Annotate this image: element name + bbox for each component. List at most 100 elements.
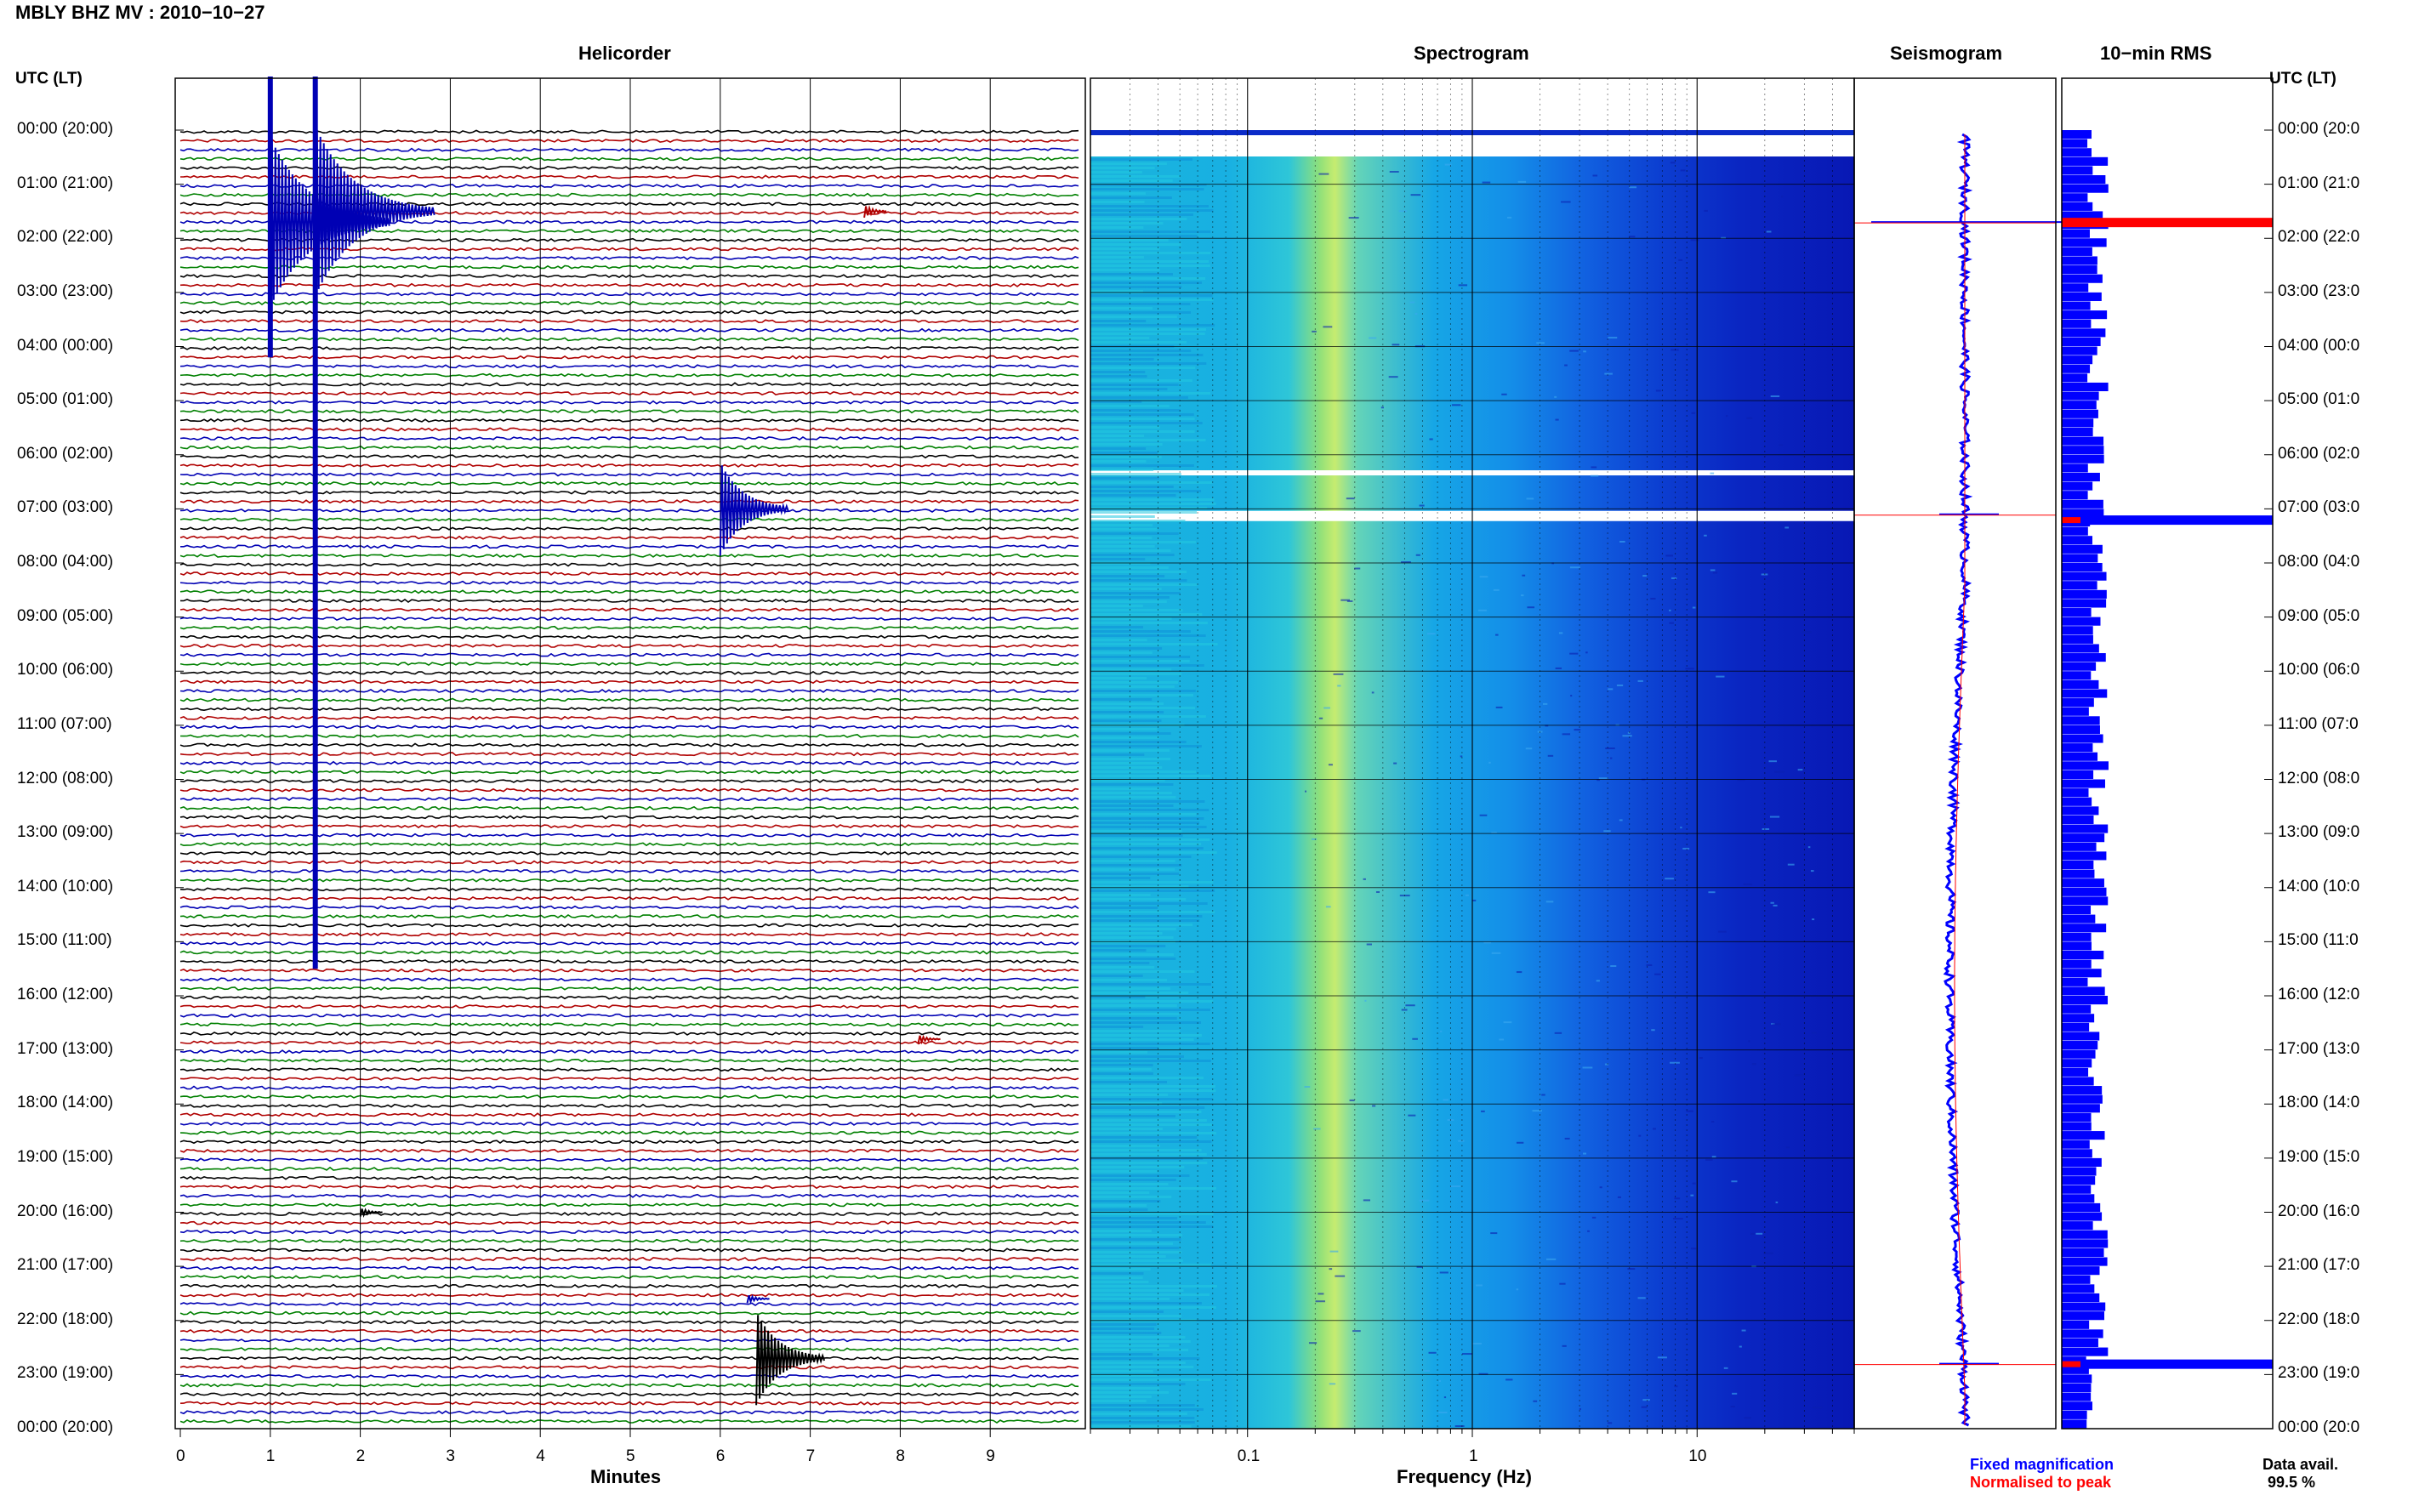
rms-bar: [2062, 815, 2094, 825]
spectrogram-speckle: [1389, 170, 1399, 173]
helicorder-trace: [179, 787, 1079, 793]
helicorder-trace: [179, 1320, 1079, 1325]
spectrogram-stripe: [1090, 600, 1167, 603]
spectrogram-speckle: [1536, 342, 1545, 344]
spectrogram-speckle: [1517, 180, 1527, 183]
spectrogram-stripe: [1090, 1344, 1170, 1347]
helicorder-trace: [179, 490, 1079, 495]
spectrogram-stripe: [1090, 273, 1173, 276]
spectrogram-stripe: [1090, 507, 1208, 509]
spectrogram-stripe: [1090, 1221, 1206, 1224]
time-tick-label: 02:00 (22:0: [2278, 228, 2360, 247]
time-tick-label: 08:00 (04:00): [17, 553, 114, 571]
helicorder-trace: [179, 436, 1079, 441]
spectrogram-stripe: [1090, 588, 1162, 590]
spectrogram-stripe: [1090, 753, 1145, 756]
spectrogram-speckle: [1610, 965, 1617, 968]
spectrogram-speckle: [1598, 777, 1608, 780]
helicorder-trace: [179, 400, 1079, 405]
rms-bar: [2062, 689, 2108, 698]
rms-plot: [2062, 130, 2273, 1429]
spectrogram-speckle: [1325, 906, 1331, 908]
helicorder-trace: [179, 1256, 1079, 1262]
rms-bar: [2062, 869, 2095, 878]
helicorder-trace: [179, 869, 1079, 874]
spectrogram-stripe: [1090, 1247, 1179, 1249]
rms-bar: [2062, 1067, 2089, 1077]
spectrogram-speckle: [1690, 239, 1699, 242]
rms-bar: [2062, 986, 2105, 996]
helicorder-trace: [179, 1356, 1079, 1361]
spectrogram-stripe: [1090, 605, 1143, 607]
spectrogram-stripe: [1090, 341, 1187, 344]
frequency-tick-label: 10: [1688, 1447, 1707, 1465]
spectrogram-stripe: [1090, 230, 1211, 233]
spectrogram-speckle: [1585, 651, 1588, 654]
seismogram-title: Seismogram: [1890, 43, 2003, 64]
helicorder-event: [917, 1034, 941, 1045]
spectrogram-speckle: [1794, 1074, 1805, 1077]
helicorder-trace: [179, 1094, 1079, 1100]
rms-bar: [2062, 887, 2107, 896]
spectrogram-stripe: [1090, 1281, 1149, 1283]
spectrogram-speckle: [1708, 891, 1716, 894]
spectrogram-speckle: [1414, 313, 1418, 315]
time-tick-label: 00:00 (20:00): [17, 1418, 114, 1436]
spectrogram-speckle: [1554, 395, 1557, 398]
rms-bar: [2062, 283, 2089, 293]
spectrogram-stripe: [1090, 167, 1155, 169]
helicorder-trace: [179, 372, 1079, 378]
time-tick-label: 08:00 (04:0: [2278, 553, 2360, 571]
time-tick-label: 12:00 (08:0: [2278, 769, 2360, 787]
spectrogram-speckle: [1781, 196, 1784, 198]
spectrogram-stripe: [1090, 409, 1181, 412]
spectrogram-speckle: [1685, 668, 1694, 670]
helicorder-trace: [179, 842, 1079, 847]
rms-bar: [2062, 481, 2093, 491]
spectrogram-stripe: [1090, 1119, 1207, 1122]
spectrogram-stripe: [1090, 1383, 1186, 1385]
spectrogram-speckle: [1569, 350, 1579, 352]
rms-bar: [2062, 1004, 2092, 1014]
spectrogram-speckle: [1429, 438, 1433, 441]
helicorder-trace: [179, 1373, 1079, 1378]
spectrogram-speckle: [1318, 717, 1323, 719]
data-avail-label: Data avail.: [2262, 1456, 2339, 1473]
helicorder-trace: [179, 670, 1079, 675]
spectrogram-stripe: [1090, 532, 1179, 535]
helicorder-trace: [179, 427, 1079, 432]
spectrogram-stripe: [1090, 1408, 1204, 1411]
rms-bar: [2062, 1022, 2090, 1032]
spectrogram-stripe: [1090, 579, 1187, 582]
time-tick-label: 14:00 (10:00): [17, 877, 114, 895]
spectrogram-stripe: [1090, 1064, 1153, 1066]
spectrogram-stripe: [1090, 1000, 1214, 1003]
spectrogram-speckle: [1392, 344, 1400, 346]
time-tick-label: 19:00 (15:0: [2278, 1147, 2360, 1166]
spectrogram-speckle: [1335, 1275, 1346, 1277]
helicorder-trace: [179, 742, 1079, 747]
spectrogram-stripe: [1090, 209, 1214, 212]
plot-frames: [174, 77, 2274, 1437]
time-tick-label: 10:00 (06:00): [17, 661, 114, 679]
time-tick-label: 03:00 (23:0: [2278, 281, 2360, 300]
spectrogram-stripe: [1090, 520, 1186, 522]
spectrogram-stripe: [1090, 855, 1192, 858]
time-tick-label: 07:00 (03:00): [17, 498, 114, 517]
spectrogram-stripe: [1090, 1417, 1195, 1419]
minute-tick-label: 4: [536, 1447, 545, 1465]
spectrogram-stripe: [1090, 1404, 1195, 1407]
helicorder-trace: [179, 346, 1079, 351]
spectrogram-stripe: [1090, 511, 1198, 514]
spectrogram-stripe: [1090, 1191, 1150, 1194]
spectrogram-speckle: [1401, 561, 1411, 564]
spectrogram-speckle: [1784, 526, 1790, 529]
spectrogram-stripe: [1090, 1413, 1187, 1415]
rms-bar: [2062, 1293, 2100, 1303]
spectrogram-speckle: [1419, 504, 1425, 507]
time-tick-label: 01:00 (21:00): [17, 173, 114, 192]
rms-bar: [2062, 634, 2093, 644]
spectrogram-speckle: [1608, 337, 1618, 339]
spectrogram-stripe: [1090, 226, 1144, 229]
helicorder-trace: [179, 598, 1079, 603]
